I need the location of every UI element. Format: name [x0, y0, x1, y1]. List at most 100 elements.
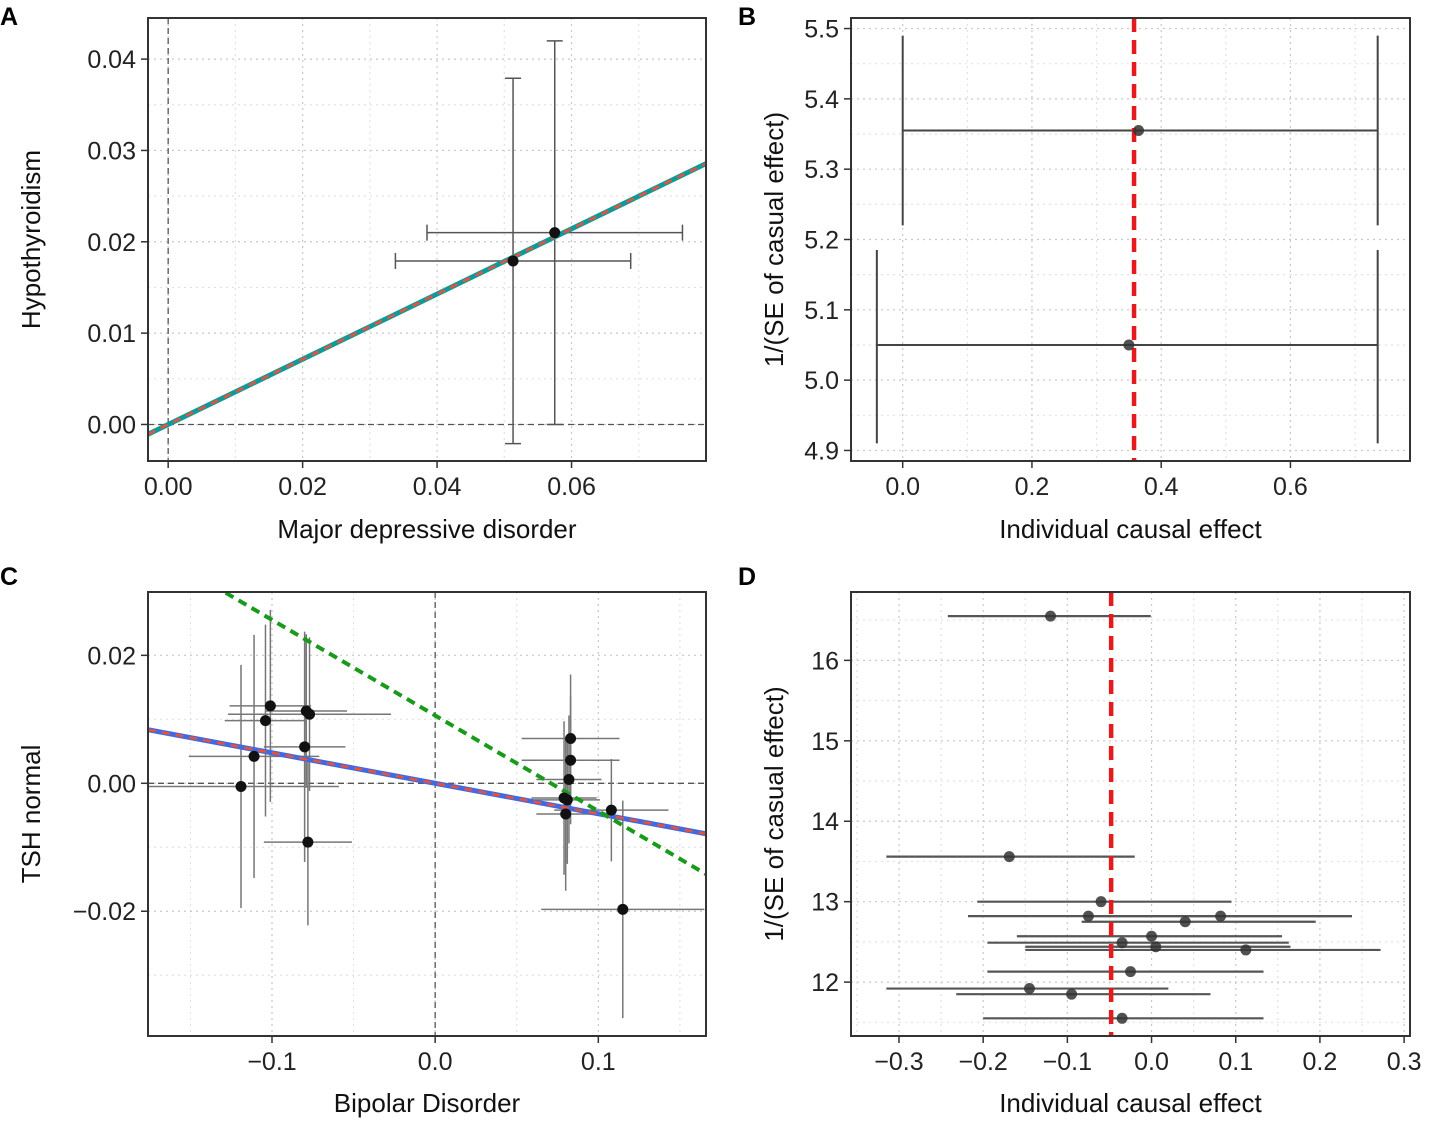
data-point [565, 754, 577, 766]
y-tick-label: 16 [811, 647, 839, 675]
data-point [549, 227, 561, 239]
regression-line-fit-2 [148, 728, 706, 836]
y-tick-label: 0.01 [87, 320, 136, 348]
y-tick-label: 0.04 [87, 46, 136, 74]
x-tick-label: 0.00 [144, 473, 193, 501]
data-point [1240, 944, 1252, 956]
data-point [1116, 937, 1128, 949]
data-point [1066, 988, 1078, 1000]
y-tick-label: −0.02 [73, 898, 136, 926]
data-point [299, 741, 311, 753]
panel-label-b: B [738, 3, 756, 31]
y-tick-label: 0.03 [87, 137, 136, 165]
panel-c-x-ticks: −0.1 0.0 0.1 [247, 1036, 616, 1076]
data-point [617, 903, 629, 915]
panel-a-marks [148, 40, 706, 445]
y-tick-label: 5.0 [804, 367, 839, 395]
data-point [1023, 983, 1035, 995]
data-point [565, 733, 577, 745]
panel-b-y-axis-label: 1/(SE of casual effect) [759, 112, 789, 367]
panel-a-frame [147, 17, 707, 462]
panel-label-a: A [0, 3, 18, 31]
x-tick-label: 0.02 [278, 473, 327, 501]
x-tick-label: 0.0 [1134, 1048, 1169, 1076]
x-tick-label: 0.2 [1303, 1048, 1338, 1076]
regression-line-fit-2 [148, 162, 706, 436]
x-tick-label: 0.1 [1218, 1048, 1253, 1076]
panel-c-y-axis-label: TSH normal [16, 745, 46, 884]
data-point [1123, 339, 1135, 351]
data-point [1179, 916, 1191, 928]
y-tick-label: 5.4 [804, 86, 839, 114]
data-point [1082, 910, 1094, 922]
y-tick-label: 5.5 [804, 16, 839, 44]
panel-c: C −0.1 0.0 0.1 −0.02 0.00 0.02 Bipolar Disor… [0, 563, 707, 1118]
x-tick-label: 0.0 [418, 1048, 453, 1076]
panel-a-x-axis-label: Major depressive disorder [277, 514, 576, 544]
panel-d-x-ticks: −0.3 −0.2 −0.1 0.0 0.1 0.2 0.3 [874, 1036, 1421, 1076]
data-point [1003, 851, 1015, 863]
data-point [1095, 896, 1107, 908]
x-tick-label: 0.6 [1273, 473, 1308, 501]
data-point [1045, 610, 1057, 622]
x-tick-label: 0.2 [1015, 473, 1050, 501]
x-tick-label: −0.1 [247, 1048, 296, 1076]
data-point [304, 708, 316, 720]
y-tick-label: 0.00 [87, 770, 136, 798]
data-point [561, 794, 573, 806]
panel-a-reference-lines [148, 18, 706, 461]
panel-d: D −0.3 −0.2 −0.1 0.0 0.1 0.2 0.3 12 13 14 15 16 In… [738, 563, 1421, 1118]
panel-d-marks [886, 592, 1381, 1036]
panel-d-x-axis-label: Individual causal effect [999, 1088, 1262, 1118]
data-point [264, 700, 276, 712]
data-point [248, 750, 260, 762]
regression-line-egger [220, 592, 706, 876]
panel-a-x-ticks: 0.00 0.02 0.04 0.06 [144, 461, 596, 501]
data-point [563, 773, 575, 785]
y-tick-label: 0.00 [87, 411, 136, 439]
data-point [1125, 966, 1136, 978]
x-tick-label: 0.1 [581, 1048, 616, 1076]
panel-a-y-axis-label: Hypothyroidism [16, 150, 46, 329]
y-tick-label: 14 [811, 808, 839, 836]
data-point [1215, 910, 1227, 922]
data-point [302, 836, 314, 848]
data-point [1133, 125, 1145, 137]
data-point [1150, 941, 1162, 953]
x-tick-label: 0.4 [1144, 473, 1179, 501]
panel-b-x-axis-label: Individual causal effect [999, 514, 1262, 544]
panel-b-y-ticks: 4.9 5.0 5.1 5.2 5.3 5.4 5.5 [804, 16, 851, 465]
y-tick-label: 15 [811, 728, 839, 756]
x-tick-label: −0.3 [874, 1048, 923, 1076]
x-tick-label: −0.1 [1043, 1048, 1092, 1076]
y-tick-label: 5.3 [804, 156, 839, 184]
data-point [259, 715, 271, 727]
panel-c-marks [148, 592, 706, 1019]
panel-c-y-ticks: −0.02 0.00 0.02 [73, 642, 148, 926]
x-tick-label: 0.06 [547, 473, 596, 501]
panel-b: B 0.0 0.2 0.4 0.6 4.9 5.0 5.1 5.2 5.3 5.4 5.5 Ind… [738, 3, 1411, 544]
x-tick-label: 0.0 [885, 473, 920, 501]
y-tick-label: 0.02 [87, 229, 136, 257]
y-tick-label: 4.9 [804, 437, 839, 465]
panel-a: A 0.00 0.02 0.04 0.06 0.000.010.020.030.04 … [0, 3, 707, 544]
panel-b-x-ticks: 0.0 0.2 0.4 0.6 [885, 461, 1308, 501]
panel-a-y-ticks: 0.00 0.01 0.02 0.03 0.04 [87, 46, 148, 439]
panel-d-frame [850, 591, 1411, 1037]
panel-c-frame [147, 591, 707, 1037]
panel-d-y-axis-label: 1/(SE of casual effect) [759, 686, 789, 941]
panel-d-y-ticks: 12 13 14 15 16 [811, 647, 851, 997]
panel-c-x-axis-label: Bipolar Disorder [334, 1088, 521, 1118]
y-tick-label: 13 [811, 889, 839, 917]
data-point [1146, 930, 1158, 942]
data-point [235, 780, 247, 792]
panel-label-d: D [738, 563, 756, 591]
data-point [560, 808, 572, 820]
panel-d-grid [851, 592, 1410, 1036]
panel-b-marks [875, 18, 1379, 461]
y-tick-label: 0.02 [87, 642, 136, 670]
y-tick-label: 5.1 [804, 297, 839, 325]
x-tick-label: 0.3 [1387, 1048, 1422, 1076]
data-point [1116, 1012, 1128, 1024]
